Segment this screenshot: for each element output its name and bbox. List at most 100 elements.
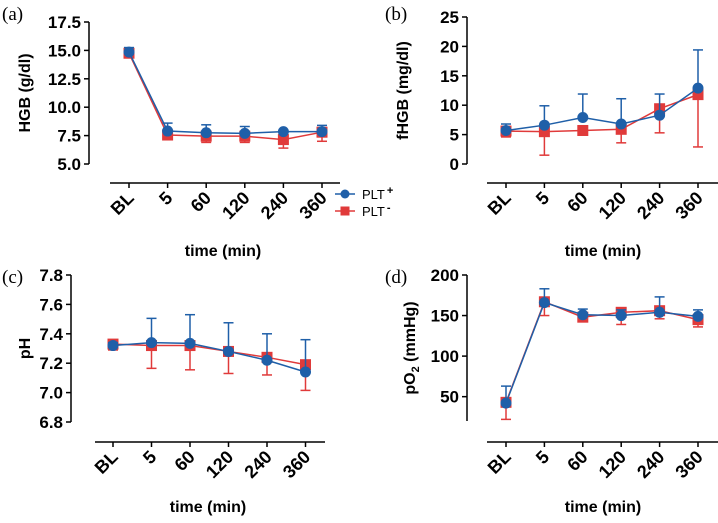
y-tick-label: 50 <box>440 388 459 407</box>
data-point <box>107 340 119 352</box>
data-point <box>615 310 627 322</box>
y-tick-label: 10 <box>440 96 459 115</box>
y-tick-label: 7.2 <box>39 354 63 373</box>
x-tick-label: 5 <box>139 447 160 468</box>
series-line <box>128 51 322 135</box>
data-point <box>654 306 666 318</box>
x-tick-label: 120 <box>595 188 630 223</box>
panel-a: (a) 5.0 7.5 10.0 12.5 15.0 17.5 HGB (g/dl) BL 5 60… <box>2 4 340 260</box>
y-tick-label: 25 <box>440 8 459 27</box>
data-point <box>500 124 512 136</box>
y-axis-label-sub: 2 <box>410 366 422 372</box>
x-tick-label: BL <box>484 447 515 478</box>
x-tick-label: BL <box>107 188 138 219</box>
data-point <box>538 126 550 138</box>
panel-b: (b) 0 5 10 15 20 25 fHGB (mg/dl) BL 5 60 120 240 360 t… <box>385 4 718 260</box>
y-tick-label: 20 <box>440 37 459 56</box>
y-tick-label: 200 <box>431 266 459 285</box>
y-axis-label: pO2 (mmHg) <box>402 301 422 394</box>
x-tick-label: 5 <box>532 447 553 468</box>
data-point <box>500 397 512 409</box>
data-point <box>300 366 311 378</box>
series-plt-plus <box>107 313 311 378</box>
data-point <box>200 127 212 139</box>
series-line <box>505 87 699 132</box>
y-tick-label: 7.5 <box>57 127 81 146</box>
x-tick-label: BL <box>91 447 122 478</box>
series-line <box>112 341 306 373</box>
y-tick-label: 7.4 <box>39 325 63 344</box>
x-tick-label: 240 <box>240 447 275 482</box>
series-line <box>112 343 306 366</box>
x-tick-label: 240 <box>633 447 668 482</box>
data-point <box>577 309 589 321</box>
y-tick-label: 15 <box>440 67 459 86</box>
x-axis-label: time (min) <box>170 499 246 516</box>
data-point <box>277 134 289 146</box>
y-axis-label: fHGB (mg/dl) <box>395 41 412 140</box>
legend: PLT +PLT - <box>335 185 393 219</box>
series-plt-plus <box>123 46 328 139</box>
series-line <box>128 52 323 141</box>
x-tick-label: 60 <box>563 188 591 216</box>
data-point <box>538 119 550 131</box>
x-tick-label: 360 <box>671 188 706 223</box>
data-point <box>146 337 157 349</box>
x-tick-label: BL <box>484 188 515 219</box>
legend-label-minus: PLT - <box>362 202 391 219</box>
legend-marker-plus <box>340 189 350 199</box>
y-axis-label-unit: (mmHg) <box>402 301 419 366</box>
data-point <box>239 127 251 139</box>
panel-c: (c) 6.8 7.0 7.2 7.4 7.6 7.8 pH BL 5 60 120 240 360 tim… <box>2 266 325 516</box>
data-point <box>277 126 289 138</box>
y-tick-label: 0 <box>450 155 459 174</box>
series-plt-minus <box>500 89 704 156</box>
series-line <box>505 300 699 403</box>
data-point <box>123 46 135 58</box>
data-point <box>692 89 704 101</box>
y-tick-label: 5.0 <box>57 155 81 174</box>
data-point <box>615 118 627 130</box>
y-axis-label: pH <box>17 338 34 359</box>
panel-d: (d) 50 100 150 200 pO2 (mmHg) BL 5 60 120 240 360 ti… <box>385 266 718 516</box>
y-tick-label: 7.8 <box>39 266 63 285</box>
legend-label-plus: PLT + <box>362 185 393 202</box>
y-axis-label: HGB (g/dl) <box>17 53 34 132</box>
panel-label: (c) <box>2 267 23 288</box>
x-tick-label: 60 <box>187 188 215 216</box>
legend-marker-minus <box>340 206 350 216</box>
data-point <box>162 125 174 137</box>
series-plt-plus <box>500 288 704 409</box>
y-tick-label: 5 <box>450 126 459 145</box>
x-tick-label: 360 <box>279 447 314 482</box>
legend-text: PLT <box>362 204 385 219</box>
y-tick-label: 100 <box>431 347 459 366</box>
data-point <box>692 82 704 94</box>
y-tick-label: 12.5 <box>48 70 81 89</box>
data-point <box>577 112 589 124</box>
data-point <box>261 354 273 366</box>
legend-text: PLT <box>362 187 385 202</box>
y-tick-label: 17.5 <box>48 13 81 32</box>
legend-sup: + <box>387 185 393 197</box>
x-tick-label: 120 <box>595 447 630 482</box>
data-point <box>654 109 666 121</box>
data-point <box>184 337 196 349</box>
series-plt-plus <box>500 49 704 136</box>
x-tick-label: 60 <box>563 447 591 475</box>
x-tick-label: 5 <box>155 188 176 209</box>
x-tick-label: 360 <box>671 447 706 482</box>
x-tick-label: 240 <box>257 188 292 223</box>
data-point <box>577 124 589 136</box>
x-tick-label: 5 <box>532 188 553 209</box>
y-tick-label: 7.6 <box>39 295 63 314</box>
x-tick-label: 120 <box>218 188 253 223</box>
panel-label: (a) <box>2 4 23 25</box>
series-line <box>505 93 699 133</box>
x-tick-label: 360 <box>295 188 330 223</box>
x-axis-label: time (min) <box>565 243 641 260</box>
data-point <box>223 345 234 357</box>
y-tick-label: 15.0 <box>48 41 81 60</box>
x-axis-label: time (min) <box>185 243 261 260</box>
